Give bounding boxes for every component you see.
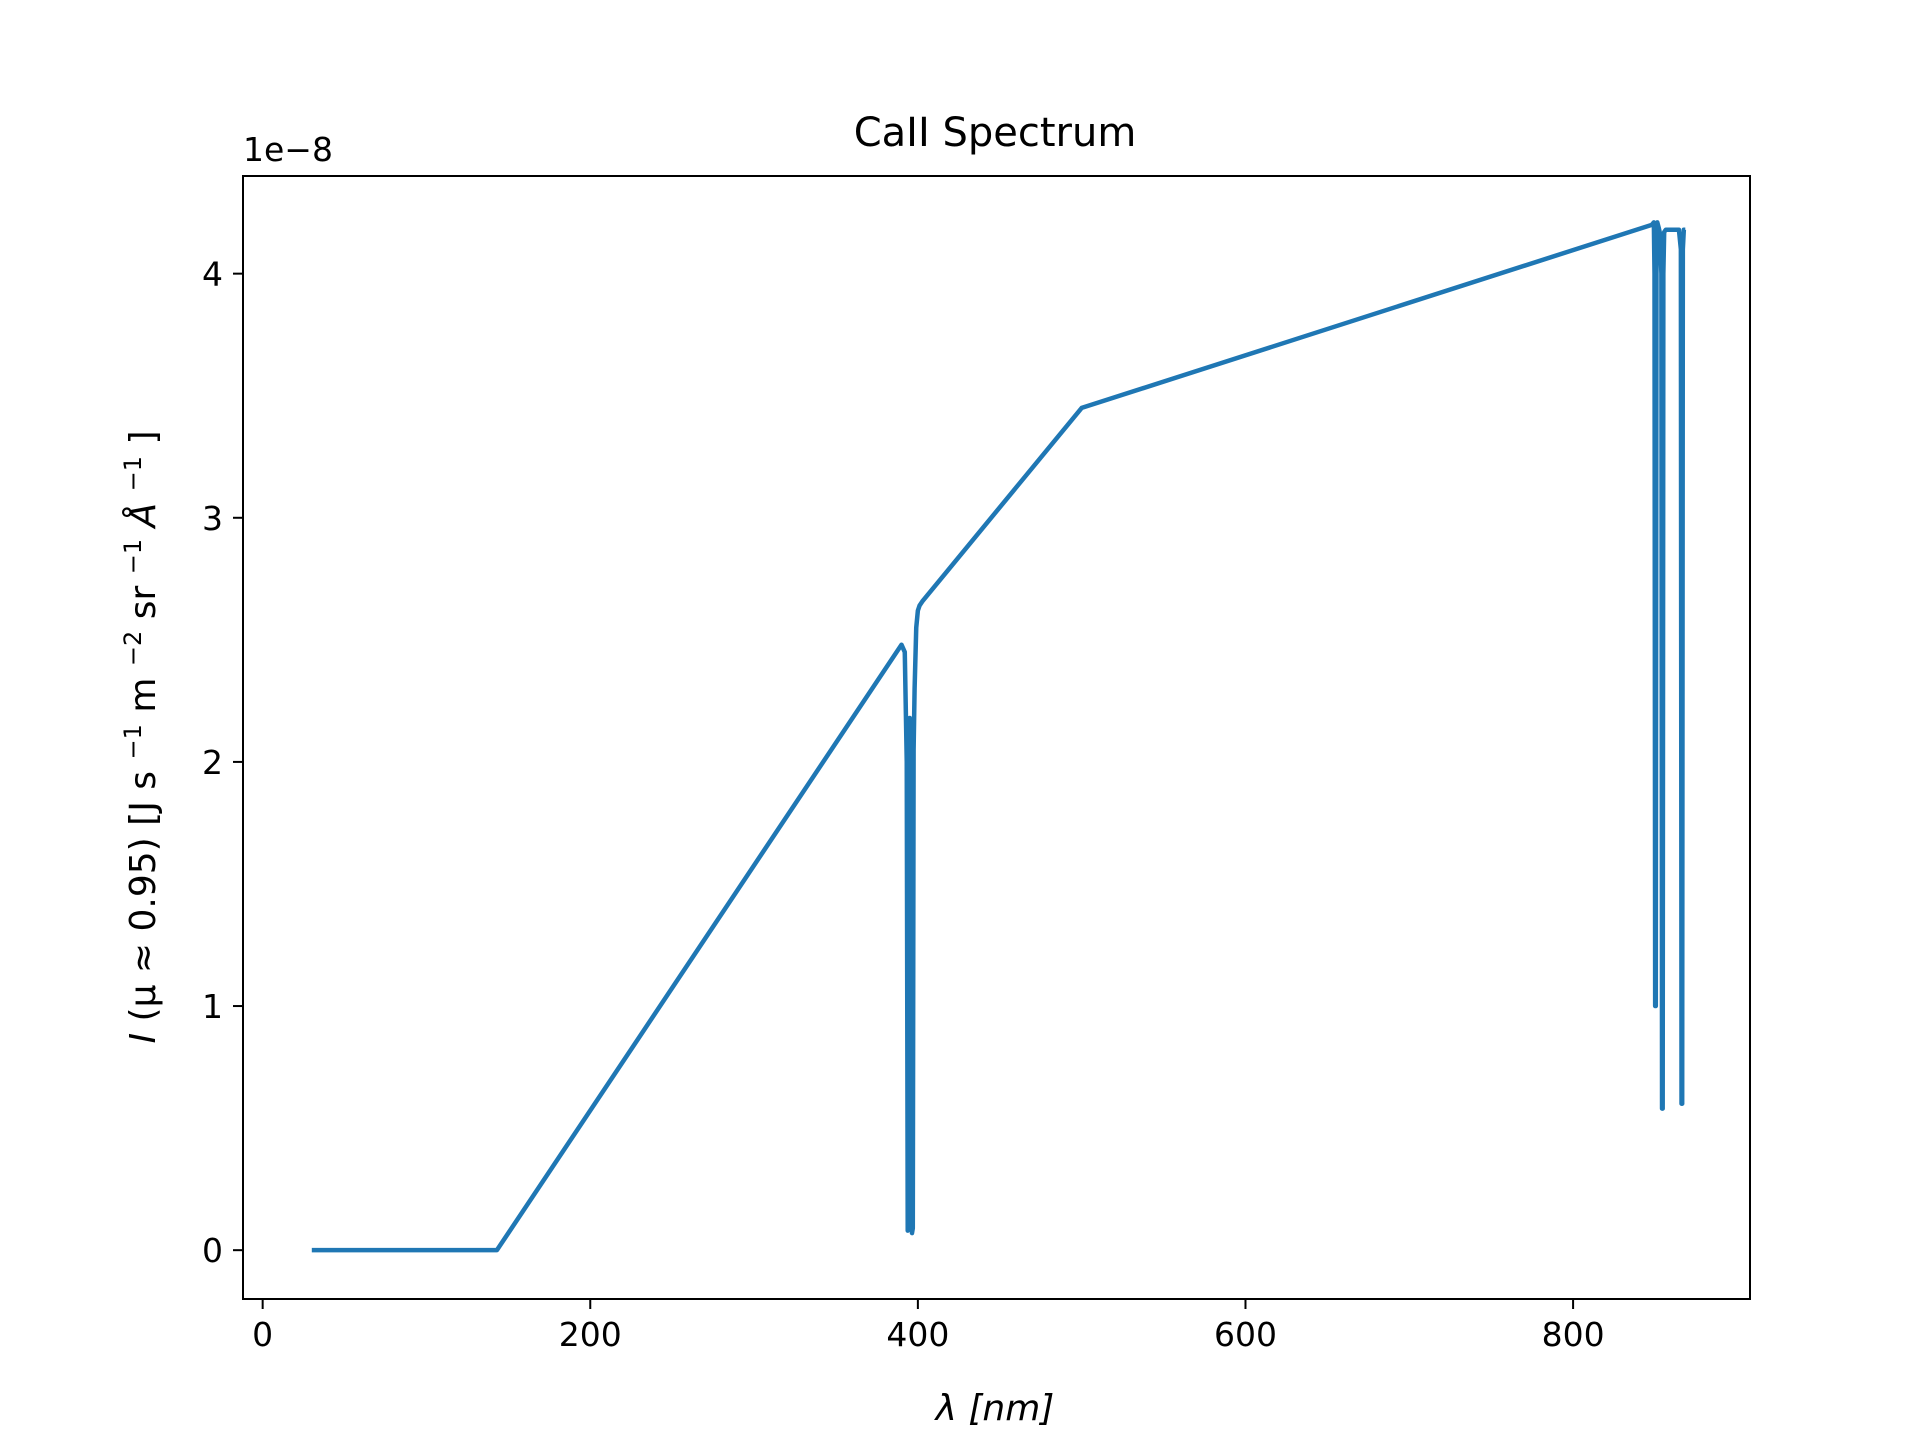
y-label-exp-3: −1 bbox=[119, 539, 147, 574]
y-axis-ticks: 0 1 2 3 4 bbox=[202, 255, 243, 1270]
y-label-angstrom: Å bbox=[121, 503, 164, 530]
y-label-exp-1: −1 bbox=[119, 724, 147, 759]
y-label-mu-part: (μ ≈ 0.95) [J s bbox=[123, 771, 164, 1022]
y-label-exp-4: −1 bbox=[119, 456, 147, 491]
y-label-close: ] bbox=[123, 430, 164, 444]
y-tick-label: 3 bbox=[202, 499, 223, 538]
x-tick-label: 600 bbox=[1214, 1315, 1277, 1354]
x-tick-label: 200 bbox=[559, 1315, 622, 1354]
y-label-exp-2: −2 bbox=[119, 631, 147, 666]
y-label-sr-part: sr bbox=[123, 586, 164, 620]
y-tick-label: 2 bbox=[202, 743, 223, 782]
chart-title: CaII Spectrum bbox=[854, 110, 1137, 156]
y-tick-label: 1 bbox=[202, 987, 223, 1026]
x-tick-label: 400 bbox=[886, 1315, 949, 1354]
series-group bbox=[311, 220, 1687, 1253]
x-tick-label: 800 bbox=[1542, 1315, 1605, 1354]
plot-area-frame bbox=[242, 175, 1751, 1300]
x-axis-label-text: λ [nm] bbox=[934, 1388, 1055, 1429]
y-label-m-part: m bbox=[123, 678, 164, 713]
y-axis-offset-text: 1e−8 bbox=[243, 130, 333, 169]
x-tick-label: 0 bbox=[252, 1315, 273, 1354]
y-tick-label: 4 bbox=[202, 255, 223, 294]
y-axis-label: I (μ ≈ 0.95) [J s −1 m −2 sr −1 Å −1 ] bbox=[109, 430, 164, 1043]
x-axis-label: λ [nm] bbox=[934, 1388, 1055, 1429]
y-label-prefix: I bbox=[123, 1033, 164, 1044]
spectrum-line bbox=[311, 220, 1687, 1253]
y-tick-label: 0 bbox=[202, 1231, 223, 1270]
x-axis-ticks: 0 200 400 600 800 bbox=[252, 1299, 1605, 1354]
